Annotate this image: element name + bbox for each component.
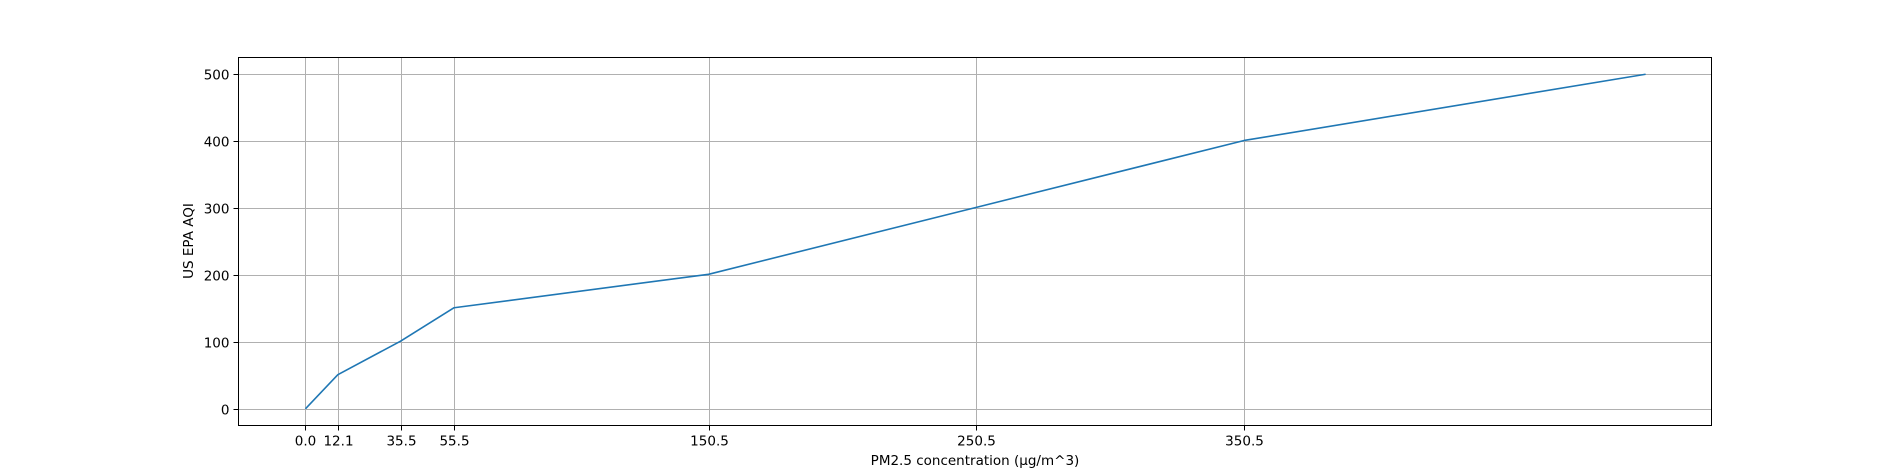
y-tick-label: 0 xyxy=(221,403,230,419)
series-line xyxy=(304,73,1646,410)
x-tick-label: 55.5 xyxy=(439,434,469,450)
series-layer xyxy=(304,73,1646,410)
x-tick-label: 250.5 xyxy=(957,434,996,450)
grid-lines xyxy=(238,57,1712,426)
x-tick-label: 0.0 xyxy=(295,434,316,450)
x-tick-label: 35.5 xyxy=(386,434,416,450)
y-axis-label: US EPA AQI xyxy=(181,203,197,279)
x-axis-label: PM2.5 concentration (µg/m^3) xyxy=(871,453,1080,469)
y-tick-label: 400 xyxy=(204,135,230,151)
ticks: 0.0 12.1 35.5 55.5 150.5 250.5 350.5 0 100 200 300… xyxy=(204,68,1264,450)
x-tick-label: 350.5 xyxy=(1225,434,1264,450)
plot-frame xyxy=(238,57,1712,426)
x-tick-label: 12.1 xyxy=(323,434,353,450)
y-tick-label: 100 xyxy=(204,336,230,352)
x-tick-label: 150.5 xyxy=(690,434,729,450)
y-tick-label: 500 xyxy=(204,68,230,84)
y-tick-label: 200 xyxy=(204,269,230,285)
y-tick-label: 300 xyxy=(204,202,230,218)
